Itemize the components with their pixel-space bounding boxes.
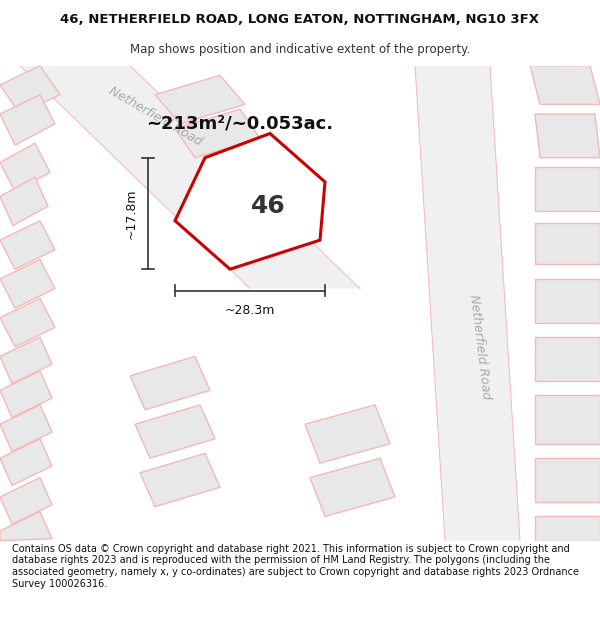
Polygon shape [530, 66, 600, 104]
Polygon shape [0, 298, 55, 347]
Polygon shape [535, 516, 600, 541]
Polygon shape [0, 66, 60, 114]
Polygon shape [175, 134, 325, 269]
Polygon shape [305, 405, 390, 463]
Polygon shape [175, 109, 260, 158]
Polygon shape [535, 395, 600, 444]
Polygon shape [535, 222, 600, 264]
Polygon shape [130, 356, 210, 410]
Text: ~17.8m: ~17.8m [125, 188, 138, 239]
Text: 46, NETHERFIELD ROAD, LONG EATON, NOTTINGHAM, NG10 3FX: 46, NETHERFIELD ROAD, LONG EATON, NOTTIN… [61, 13, 539, 26]
Text: Contains OS data © Crown copyright and database right 2021. This information is : Contains OS data © Crown copyright and d… [12, 544, 579, 589]
Polygon shape [0, 337, 52, 384]
Polygon shape [535, 337, 600, 381]
Text: ~28.3m: ~28.3m [225, 304, 275, 317]
Polygon shape [0, 478, 52, 524]
Text: 46: 46 [251, 194, 286, 218]
Text: Map shows position and indicative extent of the property.: Map shows position and indicative extent… [130, 42, 470, 56]
Polygon shape [140, 453, 220, 507]
Polygon shape [155, 76, 245, 124]
Polygon shape [535, 168, 600, 211]
Text: Netherfield Road: Netherfield Road [467, 294, 493, 400]
Polygon shape [0, 143, 50, 192]
Text: Netherfield Road: Netherfield Road [106, 84, 204, 148]
Polygon shape [535, 279, 600, 322]
Polygon shape [0, 259, 55, 308]
Polygon shape [185, 182, 255, 245]
Polygon shape [0, 371, 52, 418]
Polygon shape [135, 405, 215, 458]
Polygon shape [0, 177, 48, 226]
Polygon shape [20, 66, 360, 289]
Polygon shape [0, 221, 55, 269]
Polygon shape [0, 405, 52, 451]
Polygon shape [0, 95, 55, 145]
Polygon shape [0, 511, 52, 541]
Polygon shape [0, 439, 52, 486]
Polygon shape [535, 114, 600, 158]
Polygon shape [415, 66, 520, 541]
Text: ~213m²/~0.053ac.: ~213m²/~0.053ac. [146, 115, 334, 132]
Polygon shape [535, 458, 600, 502]
Polygon shape [310, 458, 395, 516]
